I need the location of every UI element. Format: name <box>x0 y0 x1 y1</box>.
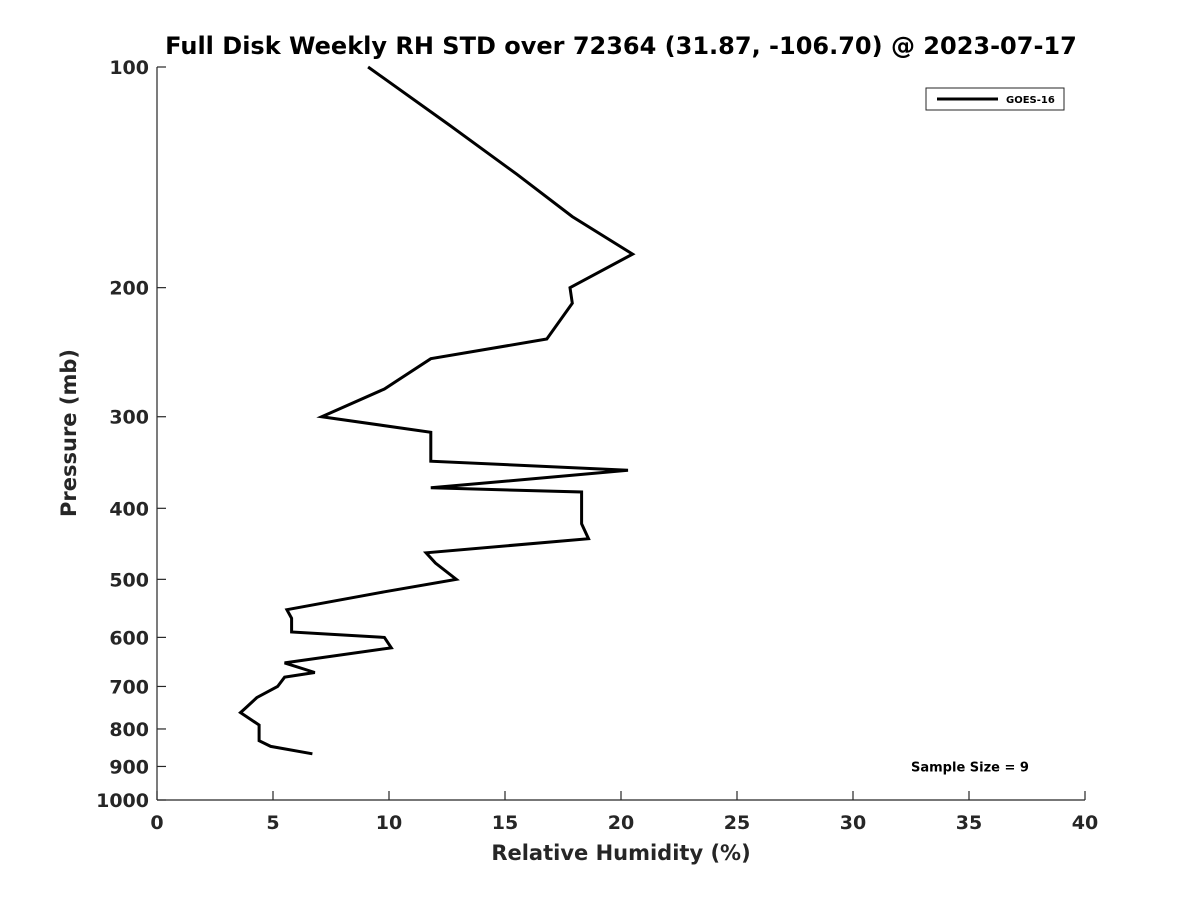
legend-label: GOES-16 <box>1006 95 1055 106</box>
x-tick-label: 40 <box>1072 812 1098 834</box>
x-tick-label: 30 <box>840 812 866 834</box>
sample-size-annotation: Sample Size = 9 <box>911 761 1029 776</box>
y-tick-label: 100 <box>109 57 149 79</box>
series-line-goes-16 <box>238 65 636 756</box>
x-tick-label: 10 <box>376 812 402 834</box>
axes <box>156 67 1085 801</box>
legend: GOES-16 <box>925 87 1065 111</box>
y-ticks: 100 200 300 400 500 600 700 800 900 1000 <box>96 57 166 812</box>
y-tick-label: 700 <box>109 676 149 698</box>
y-axis-label: Pressure (mb) <box>57 349 81 517</box>
y-tick-label: 300 <box>109 407 149 429</box>
y-tick-label: 900 <box>109 756 149 778</box>
x-tick-label: 25 <box>724 812 750 834</box>
x-tick-label: 5 <box>266 812 279 834</box>
chart-title: Full Disk Weekly RH STD over 72364 (31.8… <box>165 32 1077 60</box>
x-tick-label: 15 <box>492 812 518 834</box>
x-tick-label: 0 <box>150 812 163 834</box>
y-tick-label: 500 <box>109 569 149 591</box>
x-axis-label: Relative Humidity (%) <box>491 841 750 865</box>
y-tick-label: 600 <box>109 627 149 649</box>
y-tick-label: 200 <box>109 278 149 300</box>
x-tick-label: 35 <box>956 812 982 834</box>
y-tick-label: 1000 <box>96 790 149 812</box>
series-layer <box>238 65 636 756</box>
x-ticks: 0 5 10 15 20 25 30 35 40 <box>150 791 1098 834</box>
x-tick-label: 20 <box>608 812 634 834</box>
y-tick-label: 400 <box>109 498 149 520</box>
y-tick-label: 800 <box>109 719 149 741</box>
